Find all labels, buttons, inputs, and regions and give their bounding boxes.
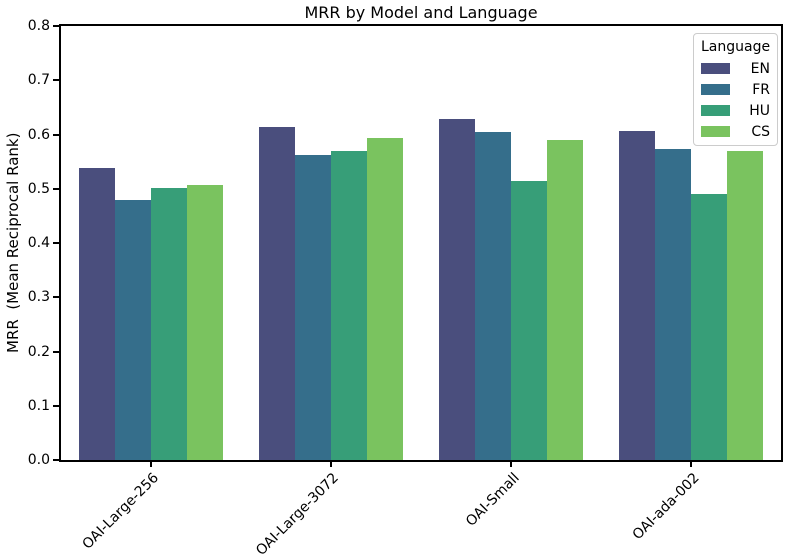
- bar-fr-OAI-ada-002: [655, 148, 691, 460]
- legend-label-cs: CS: [751, 123, 770, 140]
- y-tick-mark: [53, 25, 60, 27]
- y-tick-label: 0.2: [27, 343, 50, 360]
- bar-fr-OAI-Small: [475, 131, 511, 460]
- x-tick-label: OAI-Small: [462, 470, 523, 530]
- y-tick-label: 0.6: [27, 126, 50, 143]
- bar-fr-OAI-Large-256: [115, 200, 151, 460]
- y-tick-label: 0.1: [27, 397, 50, 414]
- y-tick-label: 0.5: [27, 180, 50, 197]
- y-tick-mark: [53, 459, 60, 461]
- y-tick-label: 0.0: [27, 452, 50, 468]
- legend-label-en: EN: [750, 60, 770, 77]
- legend-row-hu: HU: [701, 102, 770, 119]
- y-tick-mark: [53, 242, 60, 244]
- bar-cs-OAI-ada-002: [727, 151, 763, 460]
- y-tick-label: 0.7: [27, 72, 50, 89]
- bar-hu-OAI-Small: [511, 180, 547, 460]
- legend-swatch-hu: [701, 105, 730, 116]
- legend-label-fr: FR: [752, 81, 770, 98]
- spine-right: [781, 24, 783, 462]
- x-tick-label: OAI-Large-256: [79, 470, 163, 553]
- y-tick-mark: [53, 296, 60, 299]
- y-tick-mark: [53, 79, 60, 82]
- spine-top: [59, 24, 783, 26]
- bar-en-OAI-Large-256: [79, 167, 115, 460]
- legend-row-cs: CS: [701, 123, 770, 140]
- y-tick-label: 0.3: [27, 289, 50, 306]
- y-tick-label: 0.4: [27, 235, 50, 251]
- x-tick-label: OAI-Large-3072: [253, 470, 343, 557]
- legend-swatch-cs: [701, 126, 730, 137]
- legend-swatch-fr: [701, 84, 730, 95]
- bar-hu-OAI-Large-256: [151, 188, 187, 460]
- plot-area: [61, 26, 781, 460]
- y-tick-mark: [53, 404, 60, 407]
- legend-row-en: EN: [701, 60, 770, 77]
- y-tick-label: 0.8: [27, 18, 50, 34]
- bar-hu-OAI-ada-002: [691, 194, 727, 460]
- chart-title: MRR by Model and Language: [304, 3, 538, 22]
- x-tick-mark: [330, 460, 332, 467]
- bar-hu-OAI-Large-3072: [331, 150, 367, 460]
- bar-en-OAI-ada-002: [619, 130, 655, 460]
- bar-en-OAI-Large-3072: [259, 127, 295, 460]
- y-tick-mark: [53, 187, 60, 190]
- bar-cs-OAI-Large-256: [187, 184, 223, 460]
- y-tick-mark: [53, 133, 60, 136]
- spine-bottom: [59, 460, 783, 462]
- legend-items: EN FR HU CS: [701, 60, 770, 140]
- x-tick-mark: [510, 460, 512, 467]
- x-tick-label: OAI-ada-002: [629, 470, 703, 544]
- x-tick-mark: [150, 460, 152, 467]
- x-tick-mark: [690, 460, 692, 467]
- bar-fr-OAI-Large-3072: [295, 155, 331, 460]
- bar-cs-OAI-Small: [547, 140, 583, 460]
- y-tick-mark: [53, 350, 60, 353]
- spine-left: [59, 24, 61, 462]
- bar-cs-OAI-Large-3072: [367, 138, 403, 460]
- legend-swatch-en: [701, 63, 730, 74]
- legend: Language EN FR HU CS: [693, 33, 778, 146]
- bar-en-OAI-Small: [439, 119, 475, 460]
- legend-title: Language: [701, 39, 771, 55]
- legend-row-fr: FR: [701, 81, 770, 98]
- legend-label-hu: HU: [749, 102, 770, 119]
